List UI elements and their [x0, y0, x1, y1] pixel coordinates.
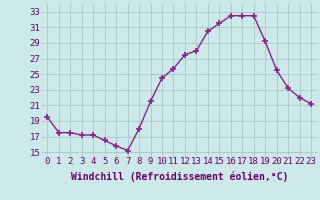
X-axis label: Windchill (Refroidissement éolien,°C): Windchill (Refroidissement éolien,°C): [70, 172, 288, 182]
